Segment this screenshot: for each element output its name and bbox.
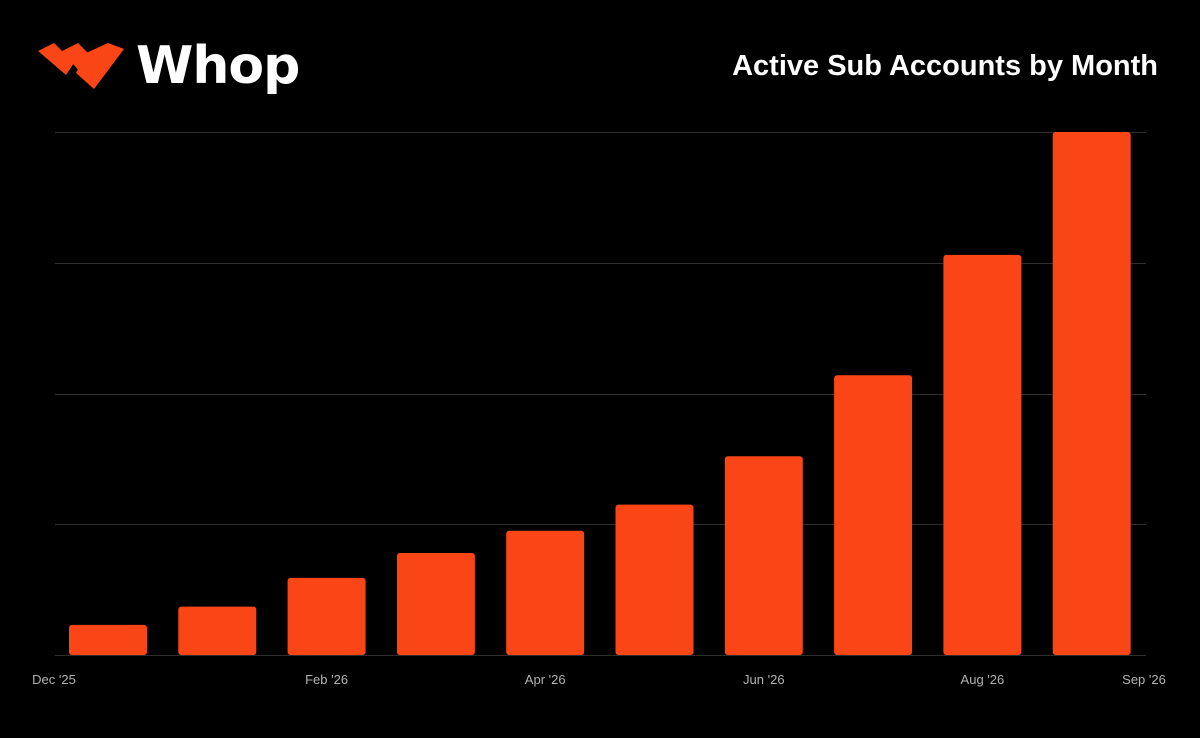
- bar-jan-26: [178, 606, 257, 655]
- bar-mar-26: [396, 553, 475, 655]
- bar-sep-26: [1052, 132, 1131, 655]
- bar-series: [69, 132, 1131, 655]
- x-tick-label: Sep '26: [1122, 672, 1166, 687]
- bar-aug-26: [943, 254, 1022, 655]
- x-tick-label: Feb '26: [305, 672, 348, 687]
- brand-name: Whop: [136, 36, 300, 96]
- bar-jun-26: [724, 456, 803, 655]
- bar-may-26: [615, 504, 694, 655]
- brand-logo: Whop: [36, 36, 300, 96]
- x-tick-label: Aug '26: [961, 672, 1005, 687]
- chart-title: Active Sub Accounts by Month: [732, 50, 1158, 82]
- bar-dec-25: [69, 624, 147, 655]
- bar-apr-26: [506, 530, 585, 655]
- whop-logo-icon: [38, 43, 124, 89]
- x-tick-label: Dec '25: [32, 672, 76, 687]
- x-tick-label: Apr '26: [525, 672, 566, 687]
- x-tick-label: Jun '26: [743, 672, 785, 687]
- chart-header: Whop Active Sub Accounts by Month: [0, 0, 1200, 120]
- bar-jul-26: [834, 375, 913, 655]
- bar-feb-26: [287, 577, 366, 655]
- x-axis-tick-labels: Dec '25 Feb '26 Apr '26 Jun '26 Aug '26 Sep '…: [32, 672, 1166, 687]
